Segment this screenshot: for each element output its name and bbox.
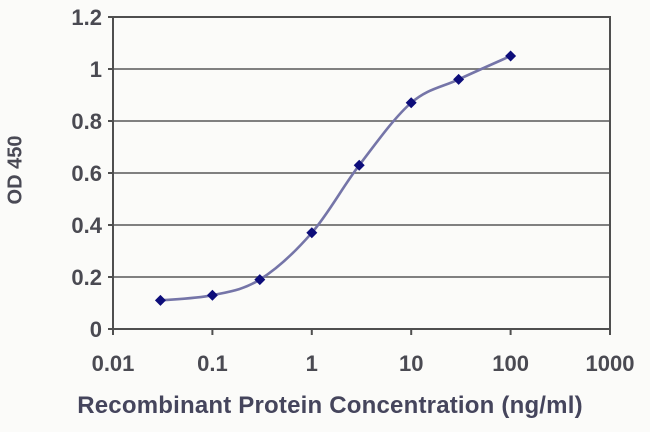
x-tick-label: 1000 [586, 351, 635, 376]
data-point-marker [154, 294, 166, 306]
x-axis-title: Recombinant Protein Concentration (ng/ml… [77, 392, 583, 419]
data-point-marker [206, 289, 218, 301]
y-tick-label: 0.8 [71, 109, 102, 134]
data-point-marker [405, 97, 417, 109]
y-tick-label: 1.2 [71, 5, 102, 30]
data-point-marker [505, 50, 517, 62]
data-point-marker [254, 274, 266, 286]
x-tick-label: 10 [399, 351, 423, 376]
x-tick-label: 0.1 [197, 351, 228, 376]
data-point-marker [453, 73, 465, 85]
y-tick-label: 0.2 [71, 265, 102, 290]
y-tick-label: 0 [90, 317, 102, 342]
data-point-marker [353, 159, 365, 171]
y-tick-label: 1 [90, 57, 102, 82]
data-series-line [159, 54, 512, 302]
x-tick-label: 100 [492, 351, 529, 376]
x-tick-label: 0.01 [92, 351, 135, 376]
y-tick-label: 0.6 [71, 161, 102, 186]
x-tick-label: 1 [306, 351, 318, 376]
y-tick-label: 0.4 [71, 213, 102, 238]
data-point-marker [306, 227, 318, 239]
